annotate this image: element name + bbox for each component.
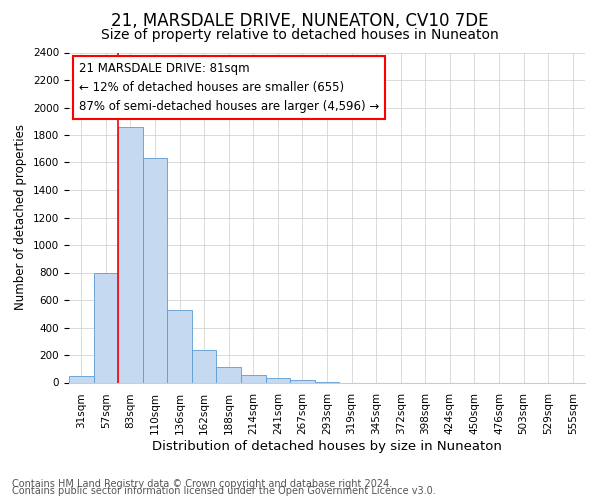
Bar bbox=[94, 272, 118, 382]
X-axis label: Distribution of detached houses by size in Nuneaton: Distribution of detached houses by size … bbox=[152, 440, 502, 453]
Bar bbox=[167, 310, 192, 382]
Text: 21 MARSDALE DRIVE: 81sqm
← 12% of detached houses are smaller (655)
87% of semi-: 21 MARSDALE DRIVE: 81sqm ← 12% of detach… bbox=[79, 62, 380, 114]
Bar bbox=[290, 380, 315, 382]
Bar bbox=[118, 126, 143, 382]
Bar bbox=[69, 376, 94, 382]
Text: Size of property relative to detached houses in Nuneaton: Size of property relative to detached ho… bbox=[101, 28, 499, 42]
Bar bbox=[217, 368, 241, 382]
Text: Contains HM Land Registry data © Crown copyright and database right 2024.: Contains HM Land Registry data © Crown c… bbox=[12, 479, 392, 489]
Text: Contains public sector information licensed under the Open Government Licence v3: Contains public sector information licen… bbox=[12, 486, 436, 496]
Text: 21, MARSDALE DRIVE, NUNEATON, CV10 7DE: 21, MARSDALE DRIVE, NUNEATON, CV10 7DE bbox=[111, 12, 489, 30]
Bar bbox=[192, 350, 217, 382]
Bar bbox=[241, 375, 266, 382]
Bar bbox=[266, 378, 290, 382]
Y-axis label: Number of detached properties: Number of detached properties bbox=[14, 124, 28, 310]
Bar bbox=[143, 158, 167, 382]
